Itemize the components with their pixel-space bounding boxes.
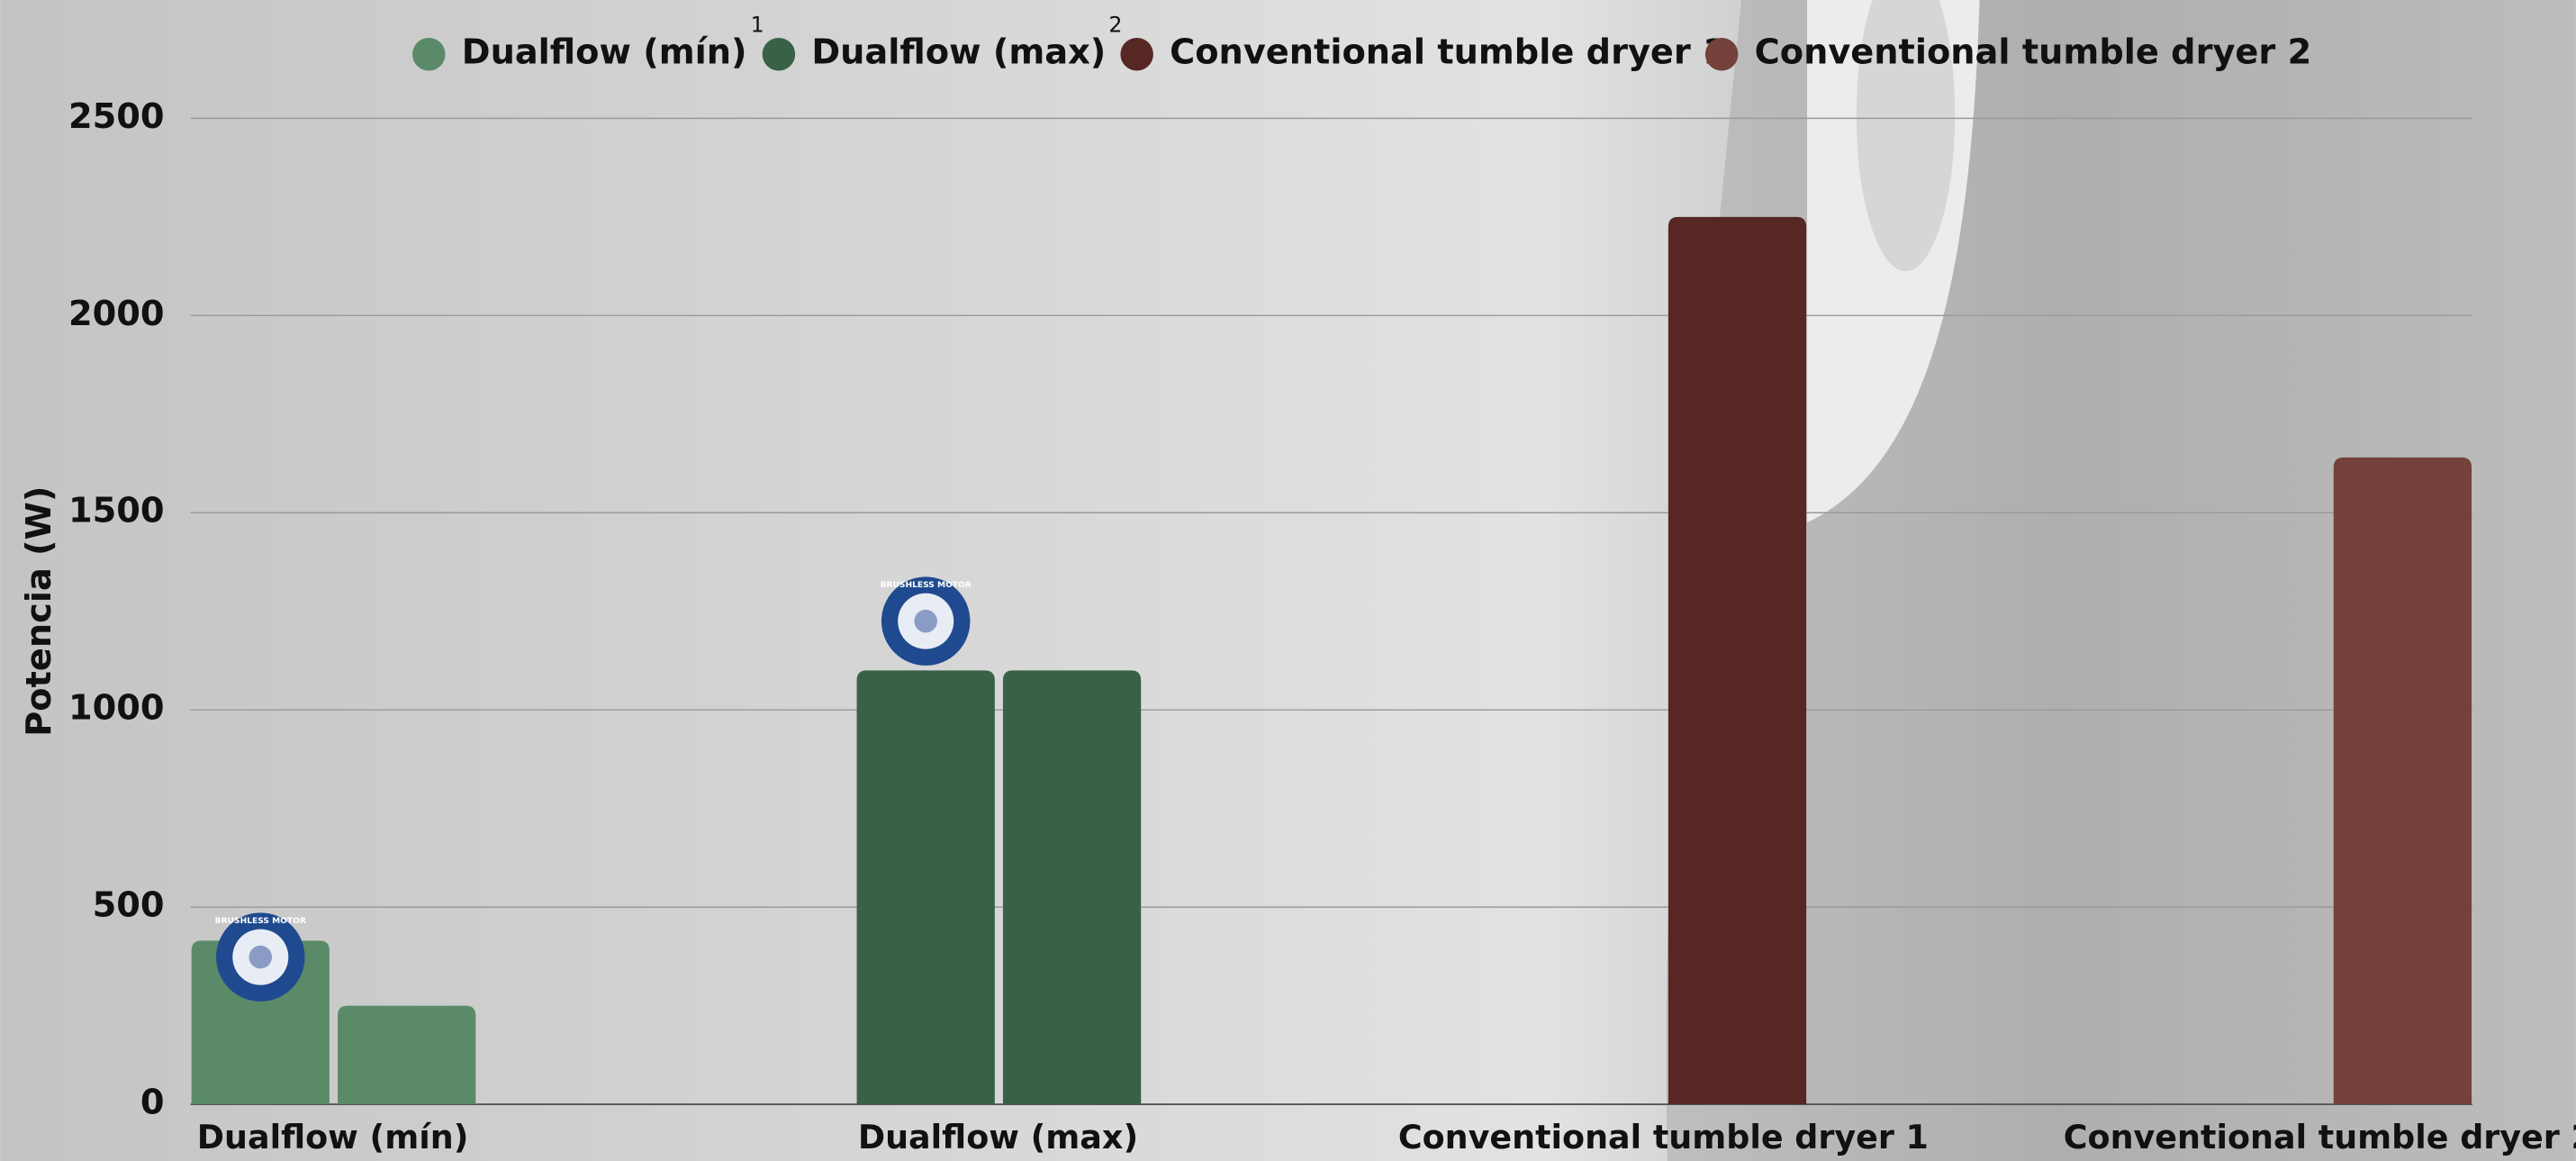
y-tick-label: 500 xyxy=(93,885,165,926)
legend-note: 1 xyxy=(751,13,764,38)
brushless-badge: BRUSHLESS MOTOR xyxy=(215,912,306,1002)
y-tick-label: 2500 xyxy=(68,96,165,137)
legend-label: Conventional tumble dryer 1 xyxy=(1170,32,1727,73)
x-tick-label: Conventional tumble dryer 2 xyxy=(2064,1118,2576,1156)
bar xyxy=(1668,216,1807,1105)
y-tick-label: 1500 xyxy=(68,491,165,531)
y-tick-label: 0 xyxy=(140,1083,165,1123)
legend-marker xyxy=(762,37,796,71)
bar xyxy=(856,670,995,1105)
x-tick-label: Dualflow (mín) xyxy=(197,1118,469,1156)
y-tick-label: 2000 xyxy=(68,294,165,334)
badge-hub xyxy=(249,945,273,969)
bar xyxy=(1002,670,1142,1105)
brushless-badge: BRUSHLESS MOTOR xyxy=(881,576,972,666)
legend-marker xyxy=(1704,37,1739,71)
bar xyxy=(2333,457,2472,1105)
y-axis-title: Potencia (W) xyxy=(19,486,59,737)
legend-label: Dualflow (max) xyxy=(811,32,1106,73)
legend-label: Dualflow (mín) xyxy=(462,32,747,73)
legend-marker xyxy=(412,37,446,71)
y-tick-label: 1000 xyxy=(68,688,165,729)
x-tick-label: Conventional tumble dryer 1 xyxy=(1398,1118,1929,1156)
badge-text: BRUSHLESS MOTOR xyxy=(881,581,972,590)
bar xyxy=(338,1005,476,1105)
legend-marker xyxy=(1120,37,1153,71)
legend-label: Conventional tumble dryer 2 xyxy=(1755,32,2312,73)
x-tick-label: Dualflow (max) xyxy=(858,1118,1138,1156)
badge-text: BRUSHLESS MOTOR xyxy=(215,917,306,926)
legend-note: 2 xyxy=(1108,13,1122,38)
dryer-door-ring xyxy=(1856,0,1956,271)
badge-hub xyxy=(914,609,937,633)
